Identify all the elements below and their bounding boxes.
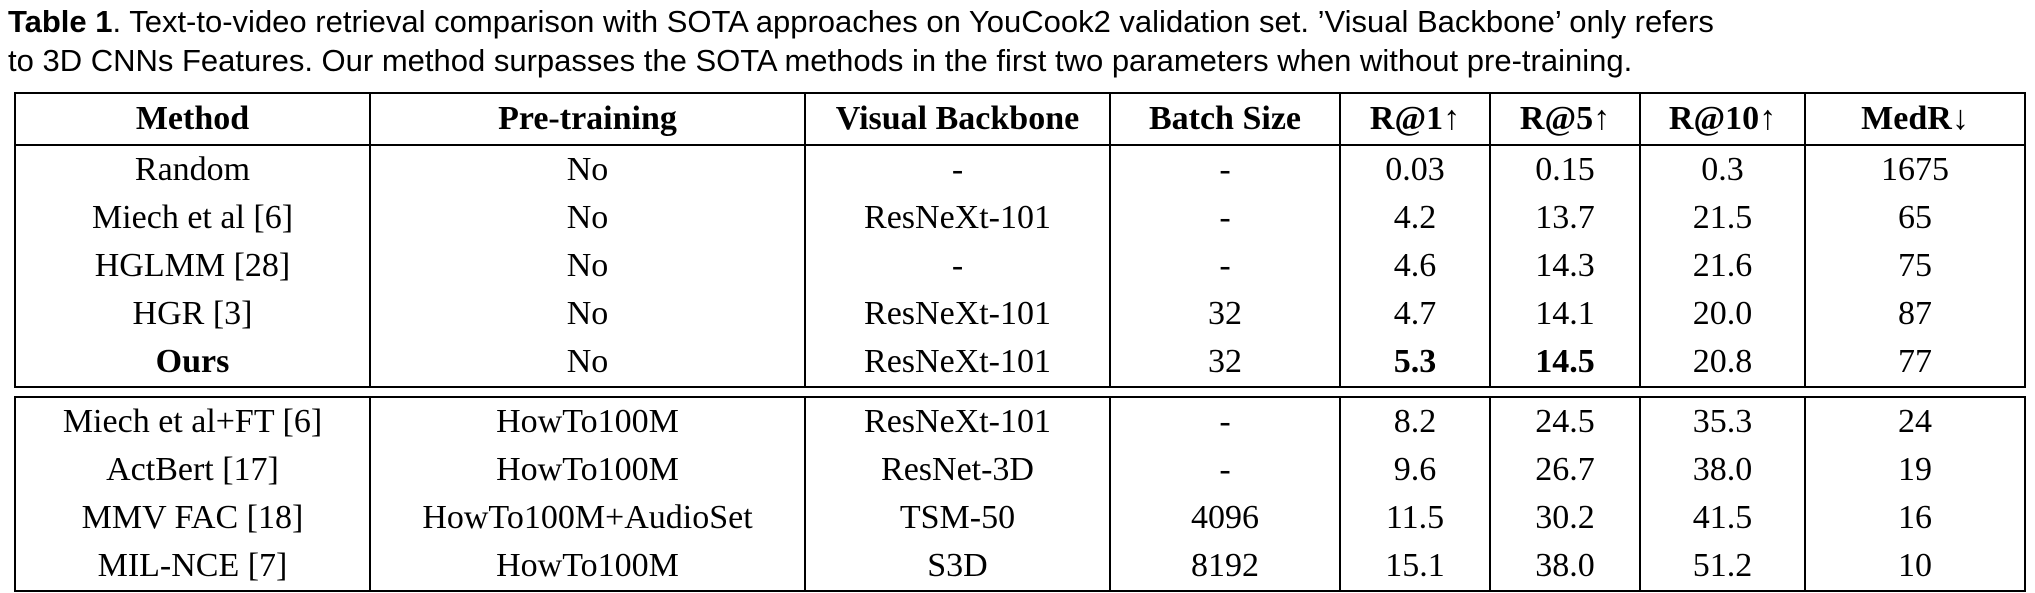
- cell-method: Miech et al+FT [6]: [14, 397, 371, 446]
- cell-method: Ours: [14, 338, 371, 388]
- cell-medr: 10: [1804, 542, 2026, 592]
- header-r5: R@5↑: [1489, 92, 1641, 146]
- cell-r1: 11.5: [1339, 494, 1491, 542]
- cell-batch: -: [1109, 397, 1341, 446]
- header-method: Method: [14, 92, 371, 146]
- cell-method: ActBert [17]: [14, 446, 371, 494]
- cell-medr: 77: [1804, 338, 2026, 388]
- cell-method: Miech et al [6]: [14, 194, 371, 242]
- header-row: Method Pre-training Visual Backbone Batc…: [14, 92, 2026, 146]
- header-r1: R@1↑: [1339, 92, 1491, 146]
- cell-r5: 38.0: [1489, 542, 1641, 592]
- caption-label: Table 1: [8, 4, 113, 39]
- cell-method: HGLMM [28]: [14, 242, 371, 290]
- cell-method: Random: [14, 145, 371, 194]
- cell-r10: 41.5: [1639, 494, 1806, 542]
- cell-r1: 9.6: [1339, 446, 1491, 494]
- results-table: Method Pre-training Visual Backbone Batc…: [14, 92, 2026, 592]
- cell-pretraining: HowTo100M: [369, 542, 806, 592]
- header-medr: MedR↓: [1804, 92, 2026, 146]
- cell-pretraining: HowTo100M: [369, 446, 806, 494]
- cell-backbone: -: [804, 145, 1111, 194]
- cell-batch: -: [1109, 145, 1341, 194]
- table-row: HGR [3] No ResNeXt-101 32 4.7 14.1 20.0 …: [14, 290, 2026, 338]
- table-row: Random No - - 0.03 0.15 0.3 1675: [14, 145, 2026, 194]
- header-pretraining: Pre-training: [369, 92, 806, 146]
- cell-medr: 75: [1804, 242, 2026, 290]
- cell-backbone: ResNeXt-101: [804, 338, 1111, 388]
- cell-r5: 24.5: [1489, 397, 1641, 446]
- cell-batch: -: [1109, 446, 1341, 494]
- cell-r10: 51.2: [1639, 542, 1806, 592]
- cell-r1: 4.2: [1339, 194, 1491, 242]
- header-batch-size: Batch Size: [1109, 92, 1341, 146]
- caption-line-2: to 3D CNNs Features. Our method surpasse…: [8, 43, 1633, 78]
- cell-backbone: -: [804, 242, 1111, 290]
- cell-r5: 13.7: [1489, 194, 1641, 242]
- cell-r10: 20.0: [1639, 290, 1806, 338]
- cell-batch: -: [1109, 242, 1341, 290]
- table-row: Miech et al [6] No ResNeXt-101 - 4.2 13.…: [14, 194, 2026, 242]
- group-separator: [15, 387, 2025, 398]
- cell-method: HGR [3]: [14, 290, 371, 338]
- cell-batch: 32: [1109, 290, 1341, 338]
- cell-medr: 16: [1804, 494, 2026, 542]
- cell-backbone: ResNeXt-101: [804, 397, 1111, 446]
- cell-r10: 0.3: [1639, 145, 1806, 194]
- table-row: MIL-NCE [7] HowTo100M S3D 8192 15.1 38.0…: [14, 542, 2026, 592]
- cell-r1: 4.6: [1339, 242, 1491, 290]
- cell-medr: 65: [1804, 194, 2026, 242]
- header-r10: R@10↑: [1639, 92, 1806, 146]
- table-row: ActBert [17] HowTo100M ResNet-3D - 9.6 2…: [14, 446, 2026, 494]
- cell-medr: 19: [1804, 446, 2026, 494]
- cell-backbone: S3D: [804, 542, 1111, 592]
- cell-pretraining: No: [369, 242, 806, 290]
- cell-backbone: ResNeXt-101: [804, 194, 1111, 242]
- cell-r5: 0.15: [1489, 145, 1641, 194]
- cell-medr: 24: [1804, 397, 2026, 446]
- cell-r5: 14.1: [1489, 290, 1641, 338]
- cell-r1: 5.3: [1339, 338, 1491, 388]
- table-row-ours: Ours No ResNeXt-101 32 5.3 14.5 20.8 77: [14, 338, 2026, 388]
- table-row: HGLMM [28] No - - 4.6 14.3 21.6 75: [14, 242, 2026, 290]
- cell-r5: 26.7: [1489, 446, 1641, 494]
- cell-r5: 14.3: [1489, 242, 1641, 290]
- cell-medr: 87: [1804, 290, 2026, 338]
- cell-backbone: TSM-50: [804, 494, 1111, 542]
- cell-pretraining: No: [369, 194, 806, 242]
- cell-pretraining: No: [369, 290, 806, 338]
- cell-pretraining: No: [369, 338, 806, 388]
- cell-pretraining: HowTo100M: [369, 397, 806, 446]
- cell-batch: 4096: [1109, 494, 1341, 542]
- cell-r10: 35.3: [1639, 397, 1806, 446]
- cell-r10: 20.8: [1639, 338, 1806, 388]
- cell-pretraining: HowTo100M+AudioSet: [369, 494, 806, 542]
- cell-r1: 15.1: [1339, 542, 1491, 592]
- cell-medr: 1675: [1804, 145, 2026, 194]
- caption-line-1: . Text-to-video retrieval comparison wit…: [112, 4, 1714, 39]
- header-visual-backbone: Visual Backbone: [804, 92, 1111, 146]
- cell-r1: 0.03: [1339, 145, 1491, 194]
- cell-r5: 14.5: [1489, 338, 1641, 388]
- cell-batch: 8192: [1109, 542, 1341, 592]
- cell-r1: 4.7: [1339, 290, 1491, 338]
- cell-batch: -: [1109, 194, 1341, 242]
- cell-backbone: ResNeXt-101: [804, 290, 1111, 338]
- cell-backbone: ResNet-3D: [804, 446, 1111, 494]
- table-caption: Table 1. Text-to-video retrieval compari…: [8, 0, 2027, 80]
- cell-pretraining: No: [369, 145, 806, 194]
- cell-r10: 21.5: [1639, 194, 1806, 242]
- table-row: MMV FAC [18] HowTo100M+AudioSet TSM-50 4…: [14, 494, 2026, 542]
- cell-method: MIL-NCE [7]: [14, 542, 371, 592]
- cell-method: MMV FAC [18]: [14, 494, 371, 542]
- cell-batch: 32: [1109, 338, 1341, 388]
- cell-r5: 30.2: [1489, 494, 1641, 542]
- separator-cell: [15, 387, 2025, 398]
- table-row: Miech et al+FT [6] HowTo100M ResNeXt-101…: [14, 397, 2026, 446]
- cell-r10: 38.0: [1639, 446, 1806, 494]
- cell-r10: 21.6: [1639, 242, 1806, 290]
- cell-r1: 8.2: [1339, 397, 1491, 446]
